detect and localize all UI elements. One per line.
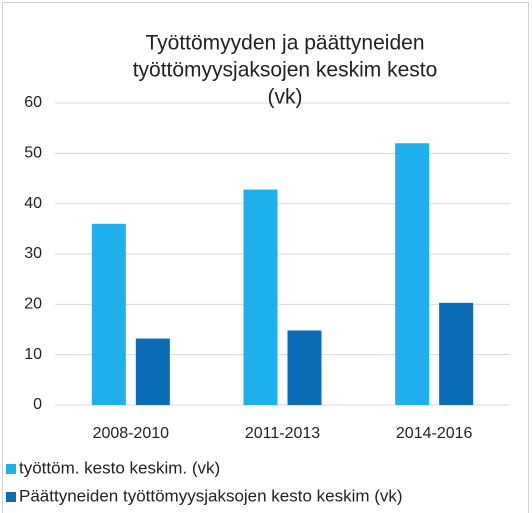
x-tick-label: 2014-2016 (396, 425, 473, 442)
chart-title: työttömyysjaksojen keskim kesto (133, 59, 438, 82)
y-tick-label: 20 (24, 296, 42, 313)
y-tick-label: 60 (24, 94, 42, 111)
y-tick-label: 50 (24, 145, 42, 162)
bar (135, 338, 170, 405)
y-tick-label: 30 (24, 245, 42, 262)
legend-swatch (6, 492, 16, 502)
bar (439, 302, 474, 405)
bar (91, 223, 126, 405)
y-tick-label: 40 (24, 195, 42, 212)
bar (243, 189, 278, 405)
x-tick-label: 2011-2013 (245, 425, 320, 442)
chart-title: Työttömyyden ja päättyneiden (145, 32, 424, 55)
y-tick-label: 0 (33, 396, 42, 413)
bar (287, 330, 322, 405)
bar (395, 143, 430, 405)
chart-title: (vk) (268, 86, 303, 109)
y-tick-label: 10 (24, 346, 42, 363)
legend-label: työttöm. kesto keskim. (vk) (19, 458, 220, 477)
legend-swatch (6, 464, 16, 474)
x-tick-label: 2008-2010 (93, 425, 170, 442)
legend-label: Päättyneiden työttömyysjaksojen kesto ke… (19, 486, 403, 505)
